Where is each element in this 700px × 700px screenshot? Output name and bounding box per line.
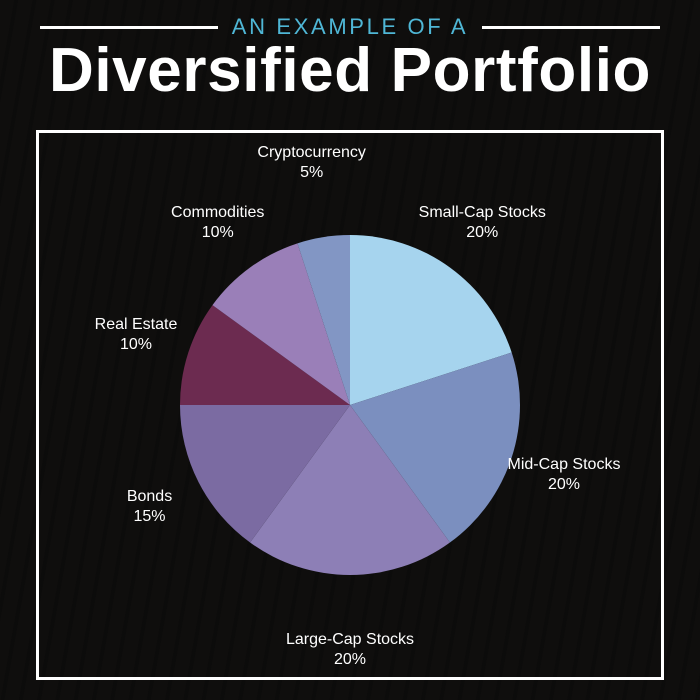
- slice-label-name: Commodities: [171, 204, 264, 221]
- slice-label-pct: 10%: [138, 223, 298, 243]
- slice-label: Commodities 10%: [138, 203, 298, 243]
- slice-label-pct: 20%: [484, 475, 644, 495]
- page: AN EXAMPLE OF A Diversified Portfolio Sm…: [0, 0, 700, 700]
- slice-label: Bonds 15%: [70, 487, 230, 527]
- slice-label-name: Small-Cap Stocks: [419, 204, 546, 221]
- slice-label-pct: 5%: [232, 163, 392, 183]
- slice-label: Large-Cap Stocks 20%: [270, 630, 430, 670]
- slice-label-pct: 15%: [70, 507, 230, 527]
- slice-label-pct: 20%: [270, 650, 430, 670]
- slice-label-pct: 10%: [56, 335, 216, 355]
- slice-label: Mid-Cap Stocks 20%: [484, 455, 644, 495]
- slice-label-name: Large-Cap Stocks: [286, 631, 414, 648]
- slice-label: Small-Cap Stocks 20%: [402, 203, 562, 243]
- slice-label: Cryptocurrency 5%: [232, 143, 392, 183]
- slice-label-name: Bonds: [127, 488, 172, 505]
- slice-label-name: Real Estate: [95, 316, 178, 333]
- slice-label-name: Cryptocurrency: [257, 144, 365, 161]
- slice-label: Real Estate 10%: [56, 315, 216, 355]
- slice-label-pct: 20%: [402, 223, 562, 243]
- slice-label-name: Mid-Cap Stocks: [508, 456, 621, 473]
